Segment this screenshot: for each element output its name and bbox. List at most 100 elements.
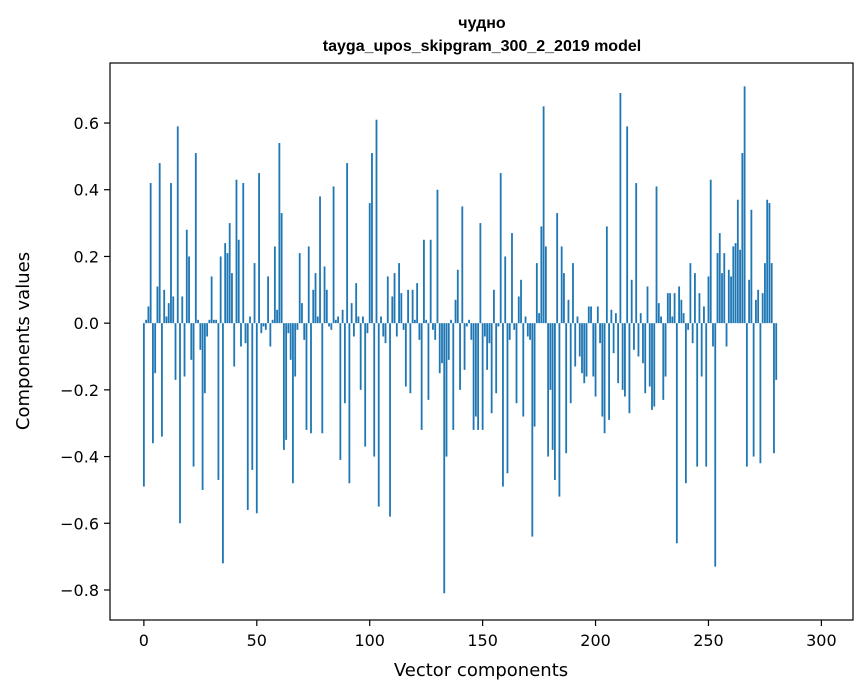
bar-181 — [551, 323, 554, 450]
bar-151 — [483, 323, 486, 337]
bar-138 — [454, 299, 457, 324]
bar-71 — [303, 323, 306, 340]
bar-258 — [725, 323, 728, 347]
bar-110 — [391, 296, 394, 324]
bar-29 — [208, 319, 211, 324]
bar-2 — [147, 306, 150, 324]
bar-76 — [314, 273, 317, 324]
bar-276 — [766, 199, 769, 324]
bar-153 — [488, 323, 491, 344]
bar-84 — [332, 186, 335, 324]
bar-240 — [684, 323, 687, 484]
x-tick-label: 300 — [806, 631, 837, 650]
bar-207 — [610, 309, 613, 324]
bar-133 — [443, 323, 446, 594]
bar-90 — [346, 163, 349, 324]
x-tick-label: 100 — [354, 631, 385, 650]
bar-80 — [323, 266, 326, 324]
y-tick-label: 0.6 — [74, 114, 99, 133]
bar-116 — [404, 323, 407, 387]
bar-176 — [540, 226, 543, 324]
bar-124 — [423, 239, 425, 324]
bar-279 — [773, 323, 775, 454]
bar-6 — [156, 286, 159, 324]
bar-275 — [764, 263, 766, 324]
bar-17 — [181, 296, 184, 324]
bar-160 — [504, 256, 507, 324]
bar-169 — [524, 316, 527, 324]
bar-173 — [533, 323, 536, 427]
bar-184 — [558, 323, 561, 497]
bar-14 — [174, 323, 177, 380]
y-axis-label: Components values — [13, 252, 34, 430]
bar-142 — [463, 323, 466, 370]
bar-223 — [646, 286, 649, 324]
bar-132 — [441, 323, 443, 364]
bar-52 — [260, 323, 263, 334]
bar-15 — [176, 126, 179, 324]
bar-255 — [718, 233, 721, 324]
bar-87 — [339, 323, 342, 460]
bar-164 — [513, 323, 516, 330]
bar-140 — [459, 323, 461, 390]
bar-259 — [727, 269, 730, 324]
x-tick-label: 0 — [139, 631, 149, 650]
bar-242 — [689, 263, 692, 324]
bar-230 — [662, 323, 665, 400]
bar-243 — [691, 323, 694, 344]
bar-35 — [222, 323, 224, 564]
bar-67 — [294, 323, 297, 377]
bar-217 — [633, 323, 635, 350]
bar-246 — [698, 293, 701, 324]
bar-220 — [639, 313, 642, 324]
plot-frame — [109, 62, 854, 621]
bar-64 — [287, 323, 290, 334]
bar-155 — [493, 289, 495, 324]
x-tick-label: 50 — [247, 631, 267, 650]
bar-251 — [709, 179, 712, 324]
bar-11 — [167, 303, 170, 324]
x-axis-ticks: 0 50 100 150 200 250 300 — [139, 620, 837, 650]
bar-141 — [461, 206, 464, 324]
bar-91 — [348, 323, 351, 484]
bar-56 — [269, 323, 272, 347]
bar-219 — [637, 323, 640, 357]
bar-174 — [535, 263, 538, 324]
bar-9 — [163, 289, 166, 324]
bar-262 — [734, 243, 737, 324]
bar-42 — [237, 239, 240, 324]
bar-47 — [249, 316, 251, 324]
bar-58 — [273, 246, 276, 324]
bar-53 — [262, 323, 265, 327]
bar-26 — [201, 323, 204, 490]
bar-166 — [517, 296, 520, 324]
bar-1 — [145, 319, 148, 324]
bar-247 — [700, 323, 703, 377]
bar-130 — [436, 189, 439, 324]
y-tick-label: −0.2 — [60, 381, 99, 400]
bar-28 — [206, 323, 209, 337]
bar-95 — [357, 316, 360, 324]
bar-257 — [723, 253, 726, 324]
bar-154 — [490, 323, 493, 414]
bar-79 — [321, 323, 324, 434]
bar-99 — [366, 323, 369, 334]
bar-209 — [614, 313, 617, 324]
bar-235 — [673, 293, 676, 324]
bar-117 — [407, 289, 410, 324]
bar-254 — [716, 253, 719, 324]
bar-152 — [486, 323, 489, 370]
bar-115 — [402, 323, 405, 330]
bar-224 — [648, 323, 651, 387]
bar-19 — [185, 229, 188, 324]
bar-248 — [703, 306, 705, 324]
bar-274 — [761, 293, 764, 324]
bar-201 — [596, 306, 599, 324]
bar-121 — [416, 283, 419, 324]
bar-25 — [199, 323, 202, 350]
bar-111 — [393, 273, 396, 324]
bar-228 — [657, 303, 660, 324]
bar-54 — [264, 323, 267, 330]
bar-114 — [400, 293, 403, 324]
bar-212 — [621, 323, 624, 390]
